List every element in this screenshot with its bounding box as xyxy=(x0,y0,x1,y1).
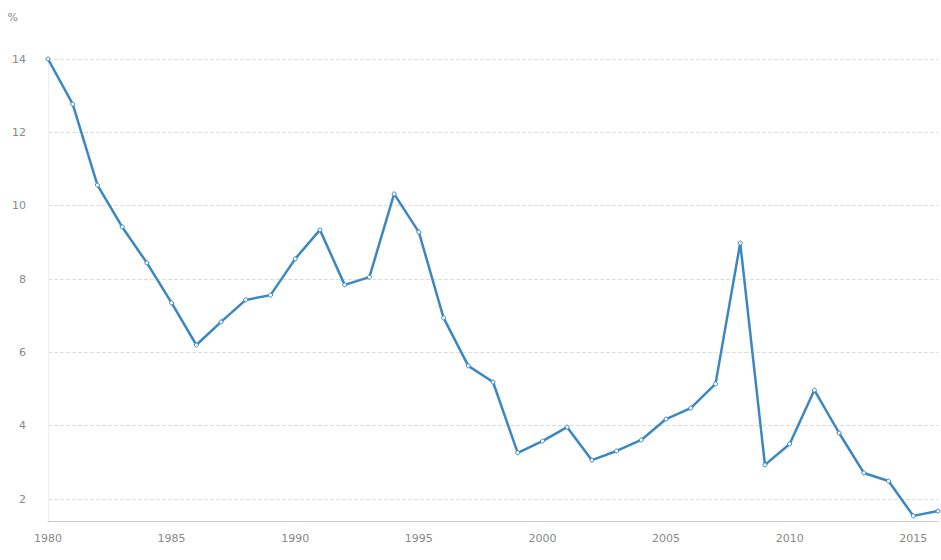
svg-text:10: 10 xyxy=(12,199,26,212)
svg-text:6: 6 xyxy=(19,346,26,359)
svg-text:1990: 1990 xyxy=(281,532,309,545)
svg-text:2000: 2000 xyxy=(528,532,556,545)
svg-text:12: 12 xyxy=(12,126,26,139)
svg-text:2015: 2015 xyxy=(899,532,927,545)
svg-text:8: 8 xyxy=(19,273,26,286)
svg-text:2005: 2005 xyxy=(652,532,680,545)
svg-text:1995: 1995 xyxy=(405,532,433,545)
svg-text:4: 4 xyxy=(19,419,26,432)
svg-text:2: 2 xyxy=(19,493,26,506)
svg-text:1985: 1985 xyxy=(158,532,186,545)
svg-text:14: 14 xyxy=(12,53,26,66)
svg-text:%: % xyxy=(8,11,18,24)
svg-text:2010: 2010 xyxy=(776,532,804,545)
svg-text:1980: 1980 xyxy=(34,532,62,545)
